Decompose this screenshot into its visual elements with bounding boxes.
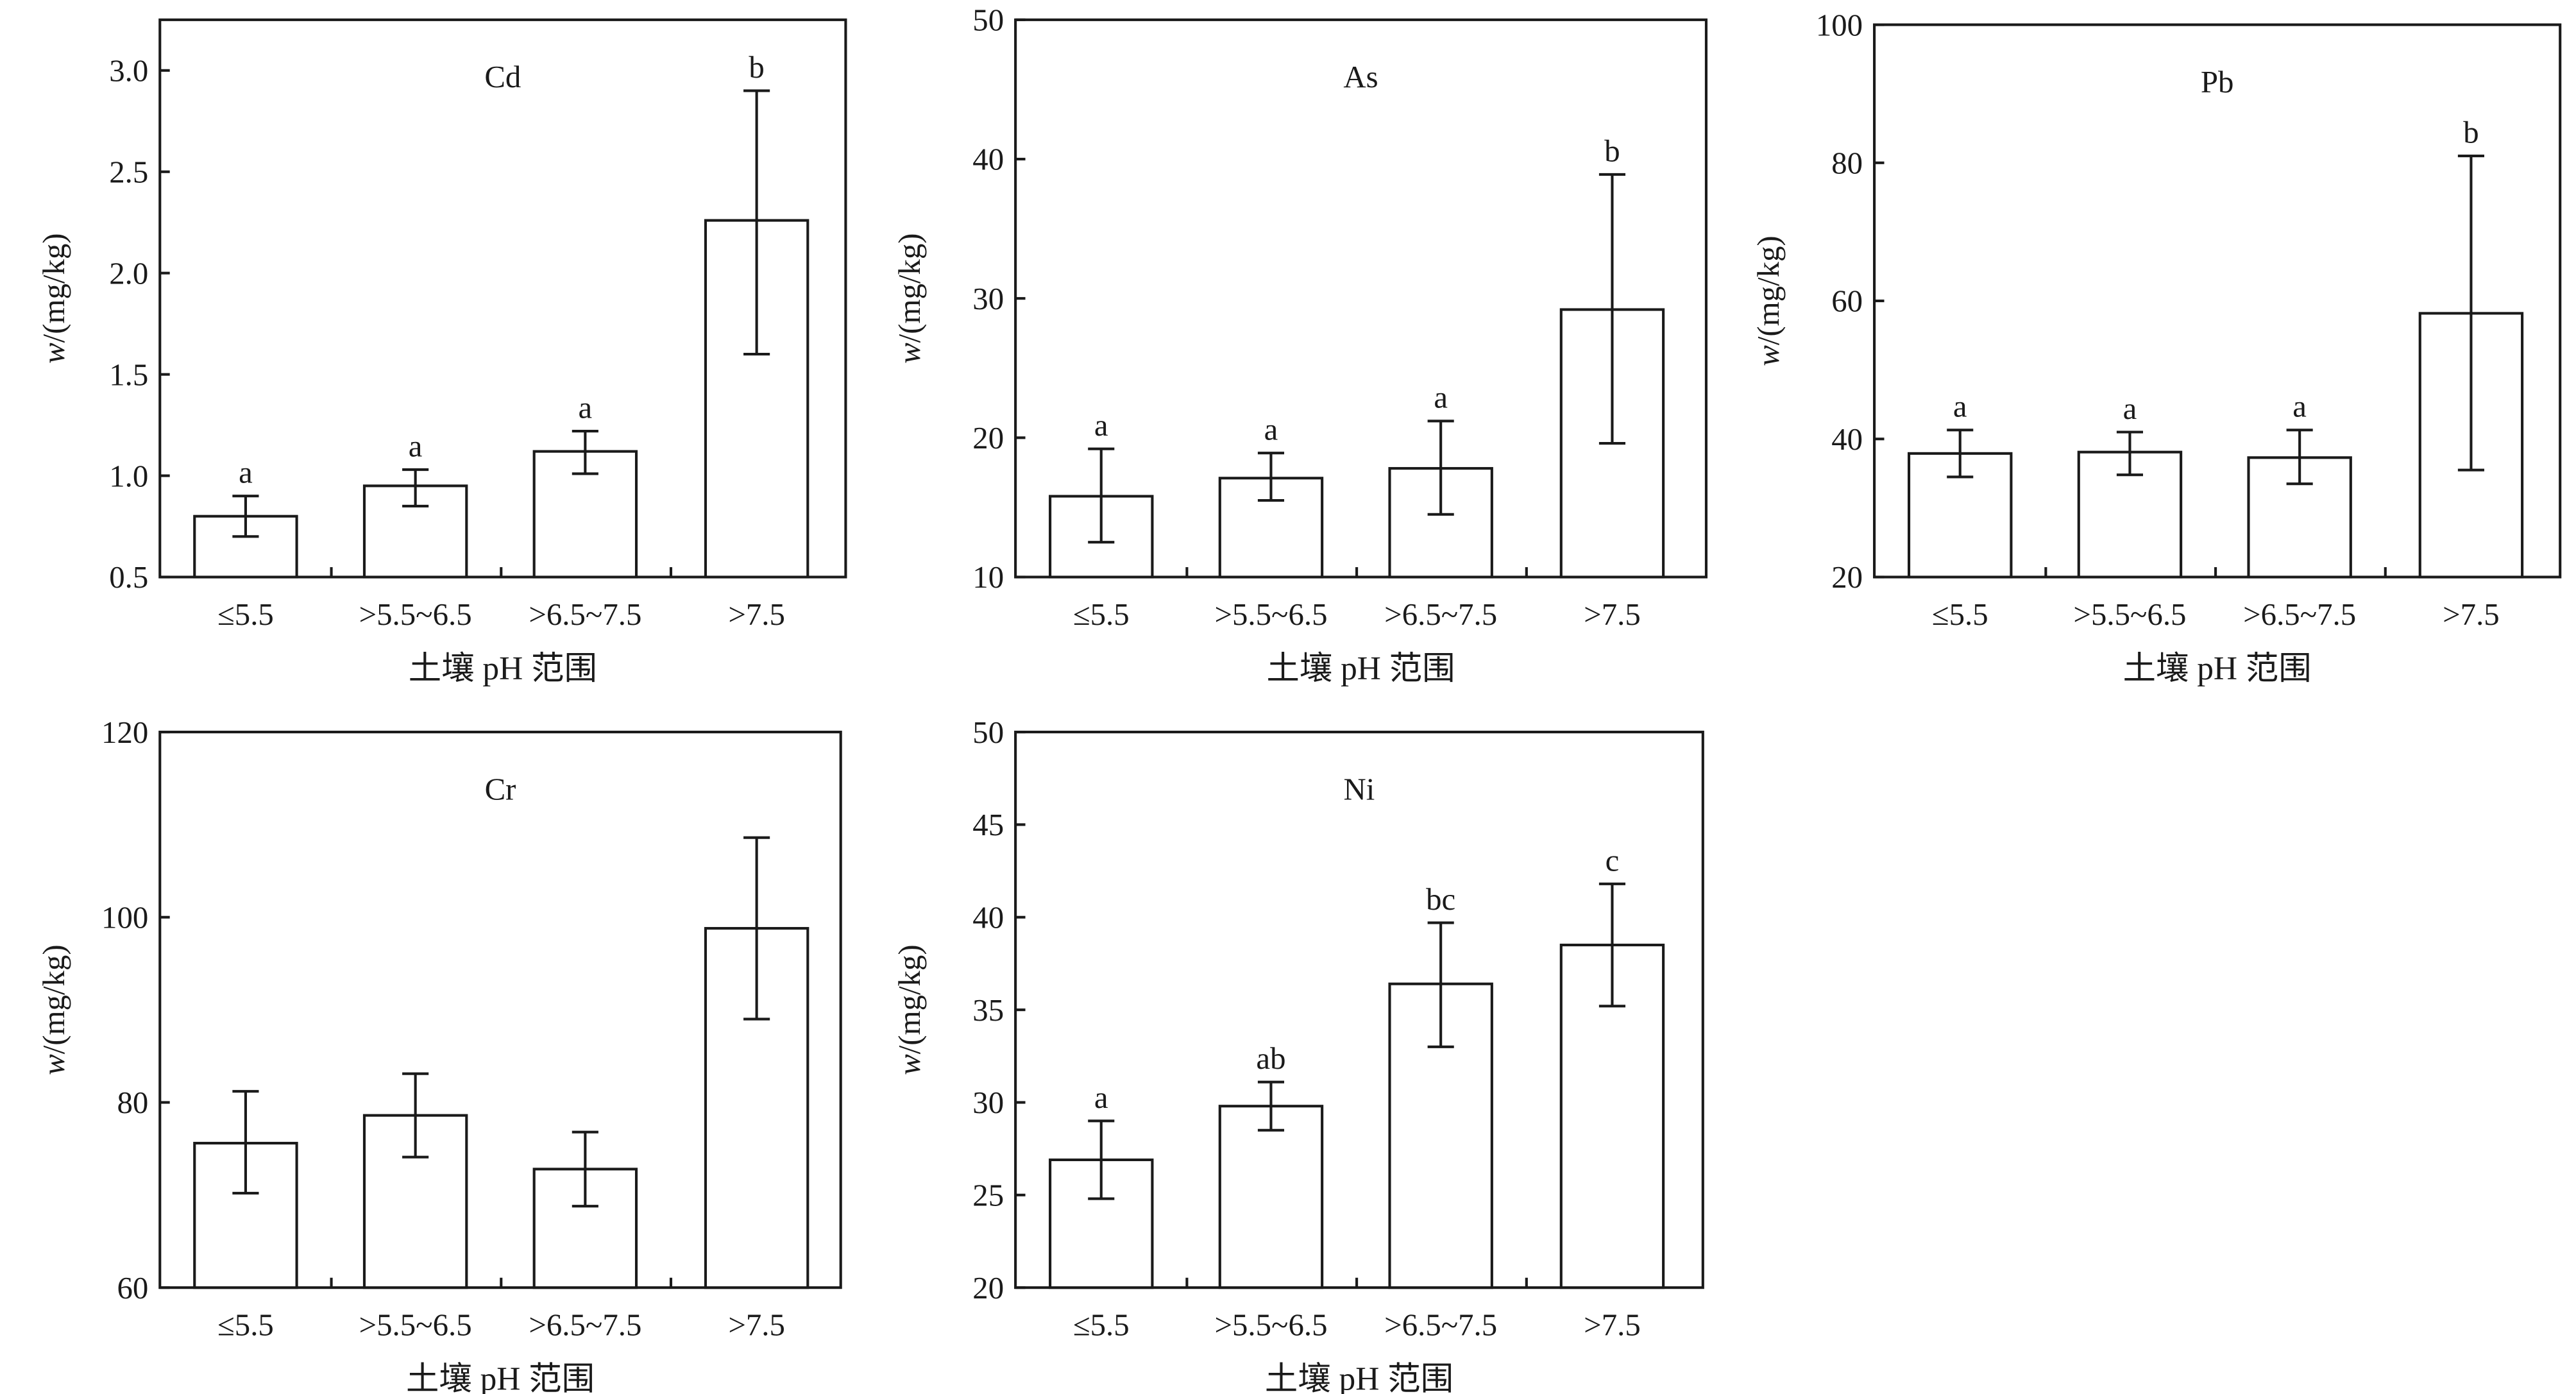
x-tick-label: ≤5.5 — [217, 597, 274, 632]
y-tick-label: 60 — [117, 1270, 148, 1305]
x-tick-label: >6.5~7.5 — [1384, 597, 1497, 632]
y-tick-label: 25 — [972, 1178, 1004, 1213]
y-axis-label: w/(mg/kg) — [1750, 235, 1786, 366]
significance-letter: b — [1604, 133, 1620, 168]
x-tick-label: >5.5~6.5 — [1214, 597, 1327, 632]
x-tick-label: >6.5~7.5 — [2243, 597, 2356, 632]
x-axis-label: 土壤 pH 范围 — [406, 1361, 595, 1394]
y-tick-label: 30 — [972, 281, 1004, 316]
panel-title: Pb — [2201, 64, 2234, 99]
y-tick-label: 20 — [972, 420, 1004, 455]
significance-letter: c — [1606, 842, 1620, 878]
x-tick-label: ≤5.5 — [1073, 1307, 1130, 1343]
x-tick-label: >5.5~6.5 — [359, 597, 472, 632]
y-tick-label: 50 — [972, 715, 1004, 750]
significance-letter: a — [1434, 380, 1448, 415]
y-tick-label: 2.5 — [109, 154, 148, 189]
significance-letter: a — [2123, 391, 2137, 426]
x-tick-label: >7.5 — [728, 1307, 785, 1343]
y-tick-label: 45 — [972, 807, 1004, 842]
y-tick-label: 50 — [972, 3, 1004, 38]
significance-letter: b — [2463, 114, 2479, 149]
y-axis-label: w/(mg/kg) — [36, 233, 71, 363]
chart-panel-ni: 20 25 30 35 40 45 50 a ≤5.5 ab >5.5~6.5 bc >6.5~7.5 c… — [892, 715, 1704, 1394]
x-axis-label: 土壤 pH 范围 — [2123, 650, 2312, 687]
x-tick-label: >5.5~6.5 — [2073, 597, 2186, 632]
panel-title: As — [1343, 59, 1378, 94]
x-axis-label: 土壤 pH 范围 — [409, 650, 597, 687]
significance-letter: a — [409, 429, 423, 464]
x-axis-label: 土壤 pH 范围 — [1265, 1361, 1453, 1394]
x-tick-label: >7.5 — [1584, 1307, 1641, 1343]
y-tick-label: 20 — [1831, 559, 1863, 595]
y-tick-label: 40 — [972, 899, 1004, 935]
y-tick-label: 40 — [972, 142, 1004, 177]
x-tick-label: ≤5.5 — [1932, 597, 1988, 632]
x-tick-label: >6.5~7.5 — [529, 597, 641, 632]
significance-letter: a — [239, 455, 253, 490]
chart-panel-cd: 0.5 1.0 1.5 2.0 2.5 3.0 a ≤5.5 a >5.5~6.5 a >6.5~7.… — [36, 18, 847, 687]
y-tick-label: 35 — [972, 992, 1004, 1028]
significance-letter: a — [1094, 1080, 1108, 1115]
chart-panel-pb: 20 40 60 80 100 a ≤5.5 a >5.5~6.5 a >6.5~7.5 b >7.5 P… — [1750, 7, 2562, 687]
y-tick-label: 3.0 — [109, 53, 148, 89]
y-tick-label: 2.0 — [109, 255, 148, 291]
y-tick-label: 0.5 — [109, 559, 148, 595]
significance-letter: a — [579, 390, 593, 425]
chart-panel-as: 10 20 30 40 50 a ≤5.5 a >5.5~6.5 a >6.5~7.5 b >7.5 As… — [892, 3, 1708, 687]
x-tick-label: >5.5~6.5 — [359, 1307, 472, 1343]
y-tick-label: 60 — [1831, 284, 1863, 319]
significance-letter: b — [749, 49, 764, 85]
y-tick-label: 10 — [972, 559, 1004, 595]
significance-letter: ab — [1256, 1041, 1285, 1076]
panel-title: Ni — [1344, 771, 1375, 806]
y-tick-label: 1.0 — [109, 458, 148, 493]
y-tick-label: 100 — [101, 899, 148, 935]
x-tick-label: >7.5 — [1584, 597, 1641, 632]
bar — [1218, 1105, 1324, 1289]
y-tick-label: 40 — [1831, 421, 1863, 457]
y-tick-label: 20 — [972, 1270, 1004, 1305]
y-axis-label: w/(mg/kg) — [892, 233, 927, 363]
x-tick-label: >7.5 — [2443, 597, 2500, 632]
x-tick-label: >6.5~7.5 — [1384, 1307, 1497, 1343]
x-tick-label: >6.5~7.5 — [529, 1307, 641, 1343]
y-tick-label: 30 — [972, 1085, 1004, 1120]
plot-frame — [158, 18, 847, 579]
y-tick-label: 80 — [1831, 145, 1863, 180]
y-tick-label: 1.5 — [109, 357, 148, 392]
chart-panel-cr: 60 80 100 120 ≤5.5 >5.5~6.5 >6.5~7.5 >7.5 Cr 土壤 p… — [36, 715, 842, 1394]
x-tick-label: ≤5.5 — [1073, 597, 1130, 632]
x-axis-label: 土壤 pH 范围 — [1266, 650, 1455, 687]
y-tick-label: 120 — [101, 715, 148, 750]
x-tick-label: >5.5~6.5 — [1214, 1307, 1327, 1343]
x-tick-label: >7.5 — [728, 597, 785, 632]
x-tick-label: ≤5.5 — [217, 1307, 274, 1343]
y-tick-label: 100 — [1816, 7, 1863, 42]
significance-letter: a — [2292, 389, 2307, 424]
significance-letter: a — [1953, 389, 1967, 424]
panel-title: Cr — [485, 771, 516, 806]
panel-title: Cd — [484, 59, 521, 94]
significance-letter: a — [1264, 412, 1278, 447]
y-tick-label: 80 — [117, 1085, 148, 1120]
y-axis-label: w/(mg/kg) — [892, 944, 927, 1075]
significance-letter: a — [1094, 407, 1108, 443]
significance-letter: bc — [1426, 881, 1455, 917]
y-axis-label: w/(mg/kg) — [36, 944, 71, 1075]
